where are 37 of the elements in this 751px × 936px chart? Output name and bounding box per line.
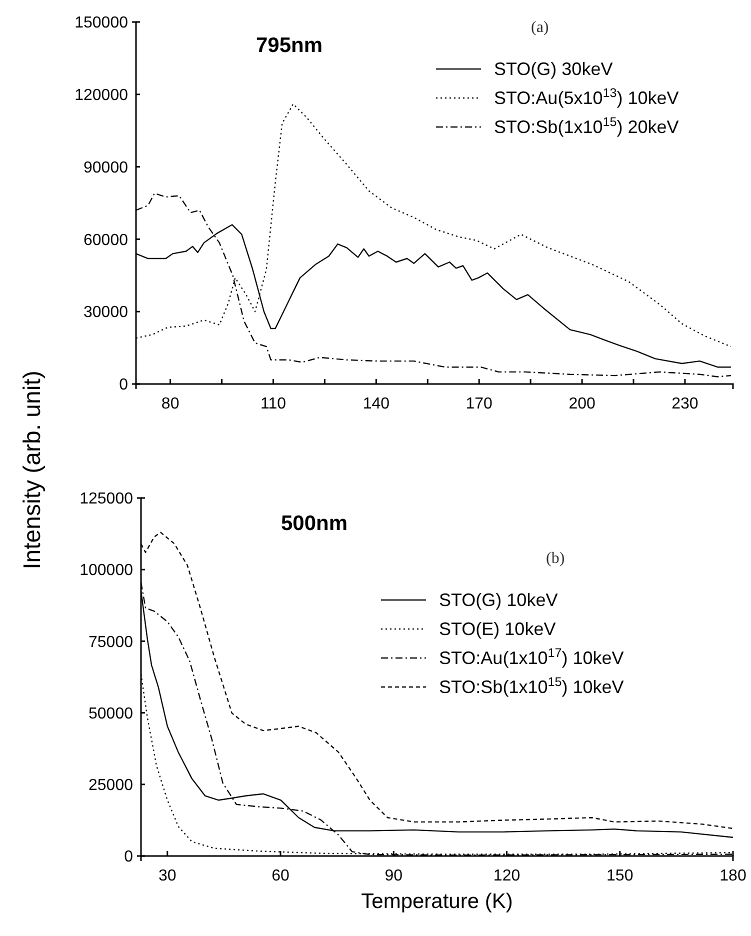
legend-label: STO:Au(1x10$^{17}$) 10keV [439,646,624,668]
x-tick-label: 140 [362,395,390,412]
y-tick-label: 150000 [74,14,128,32]
y-tick-label: 90000 [84,159,128,176]
x-tick-label: 200 [568,395,596,412]
x-tick-label: 110 [260,395,286,412]
text: 795nm [256,34,323,57]
x-tick-label: 80 [161,395,180,412]
annotation: (a) [531,19,549,36]
legend-label: STO(G) 30keV [494,59,613,79]
x-tick-label: 120 [493,867,520,884]
legend-label: STO:Au(5x10$^{13}$) 10keV [494,86,679,108]
text: 500nm [281,512,348,535]
y-tick-label: 0 [124,848,134,866]
y-tick-label: 0 [119,376,128,394]
x-tick-label: 60 [272,867,290,884]
y-tick-label: 100000 [80,562,134,580]
y-tick-label: 125000 [80,490,134,508]
y-tick-label: 50000 [88,705,134,722]
y-tick-label: 75000 [88,634,134,651]
annotation: (b) [546,550,565,567]
x-tick-label: 150 [606,867,634,884]
y-tick-label: 60000 [84,232,128,249]
legend-label: STO(G) 10keV [439,590,558,610]
y-axis-title: Intensity (arb. unit) [19,370,46,570]
y-tick-label: 120000 [74,87,128,104]
x-tick-label: 230 [672,395,698,412]
x-tick-label: 170 [466,395,493,412]
x-tick-label: 30 [158,867,176,884]
legend-label: STO:Sb(1x10$^{15}$) 10keV [439,675,624,697]
y-tick-label: 30000 [84,304,128,322]
x-tick-label: 180 [720,867,746,884]
legend-label: STO(E) 10keV [439,619,556,639]
legend-label: STO:Sb(1x10$^{15}$) 20keV [494,115,679,137]
y-tick-label: 25000 [88,777,134,794]
x-axis-title: Temperature (K) [361,890,513,913]
x-tick-label: 90 [384,867,403,884]
